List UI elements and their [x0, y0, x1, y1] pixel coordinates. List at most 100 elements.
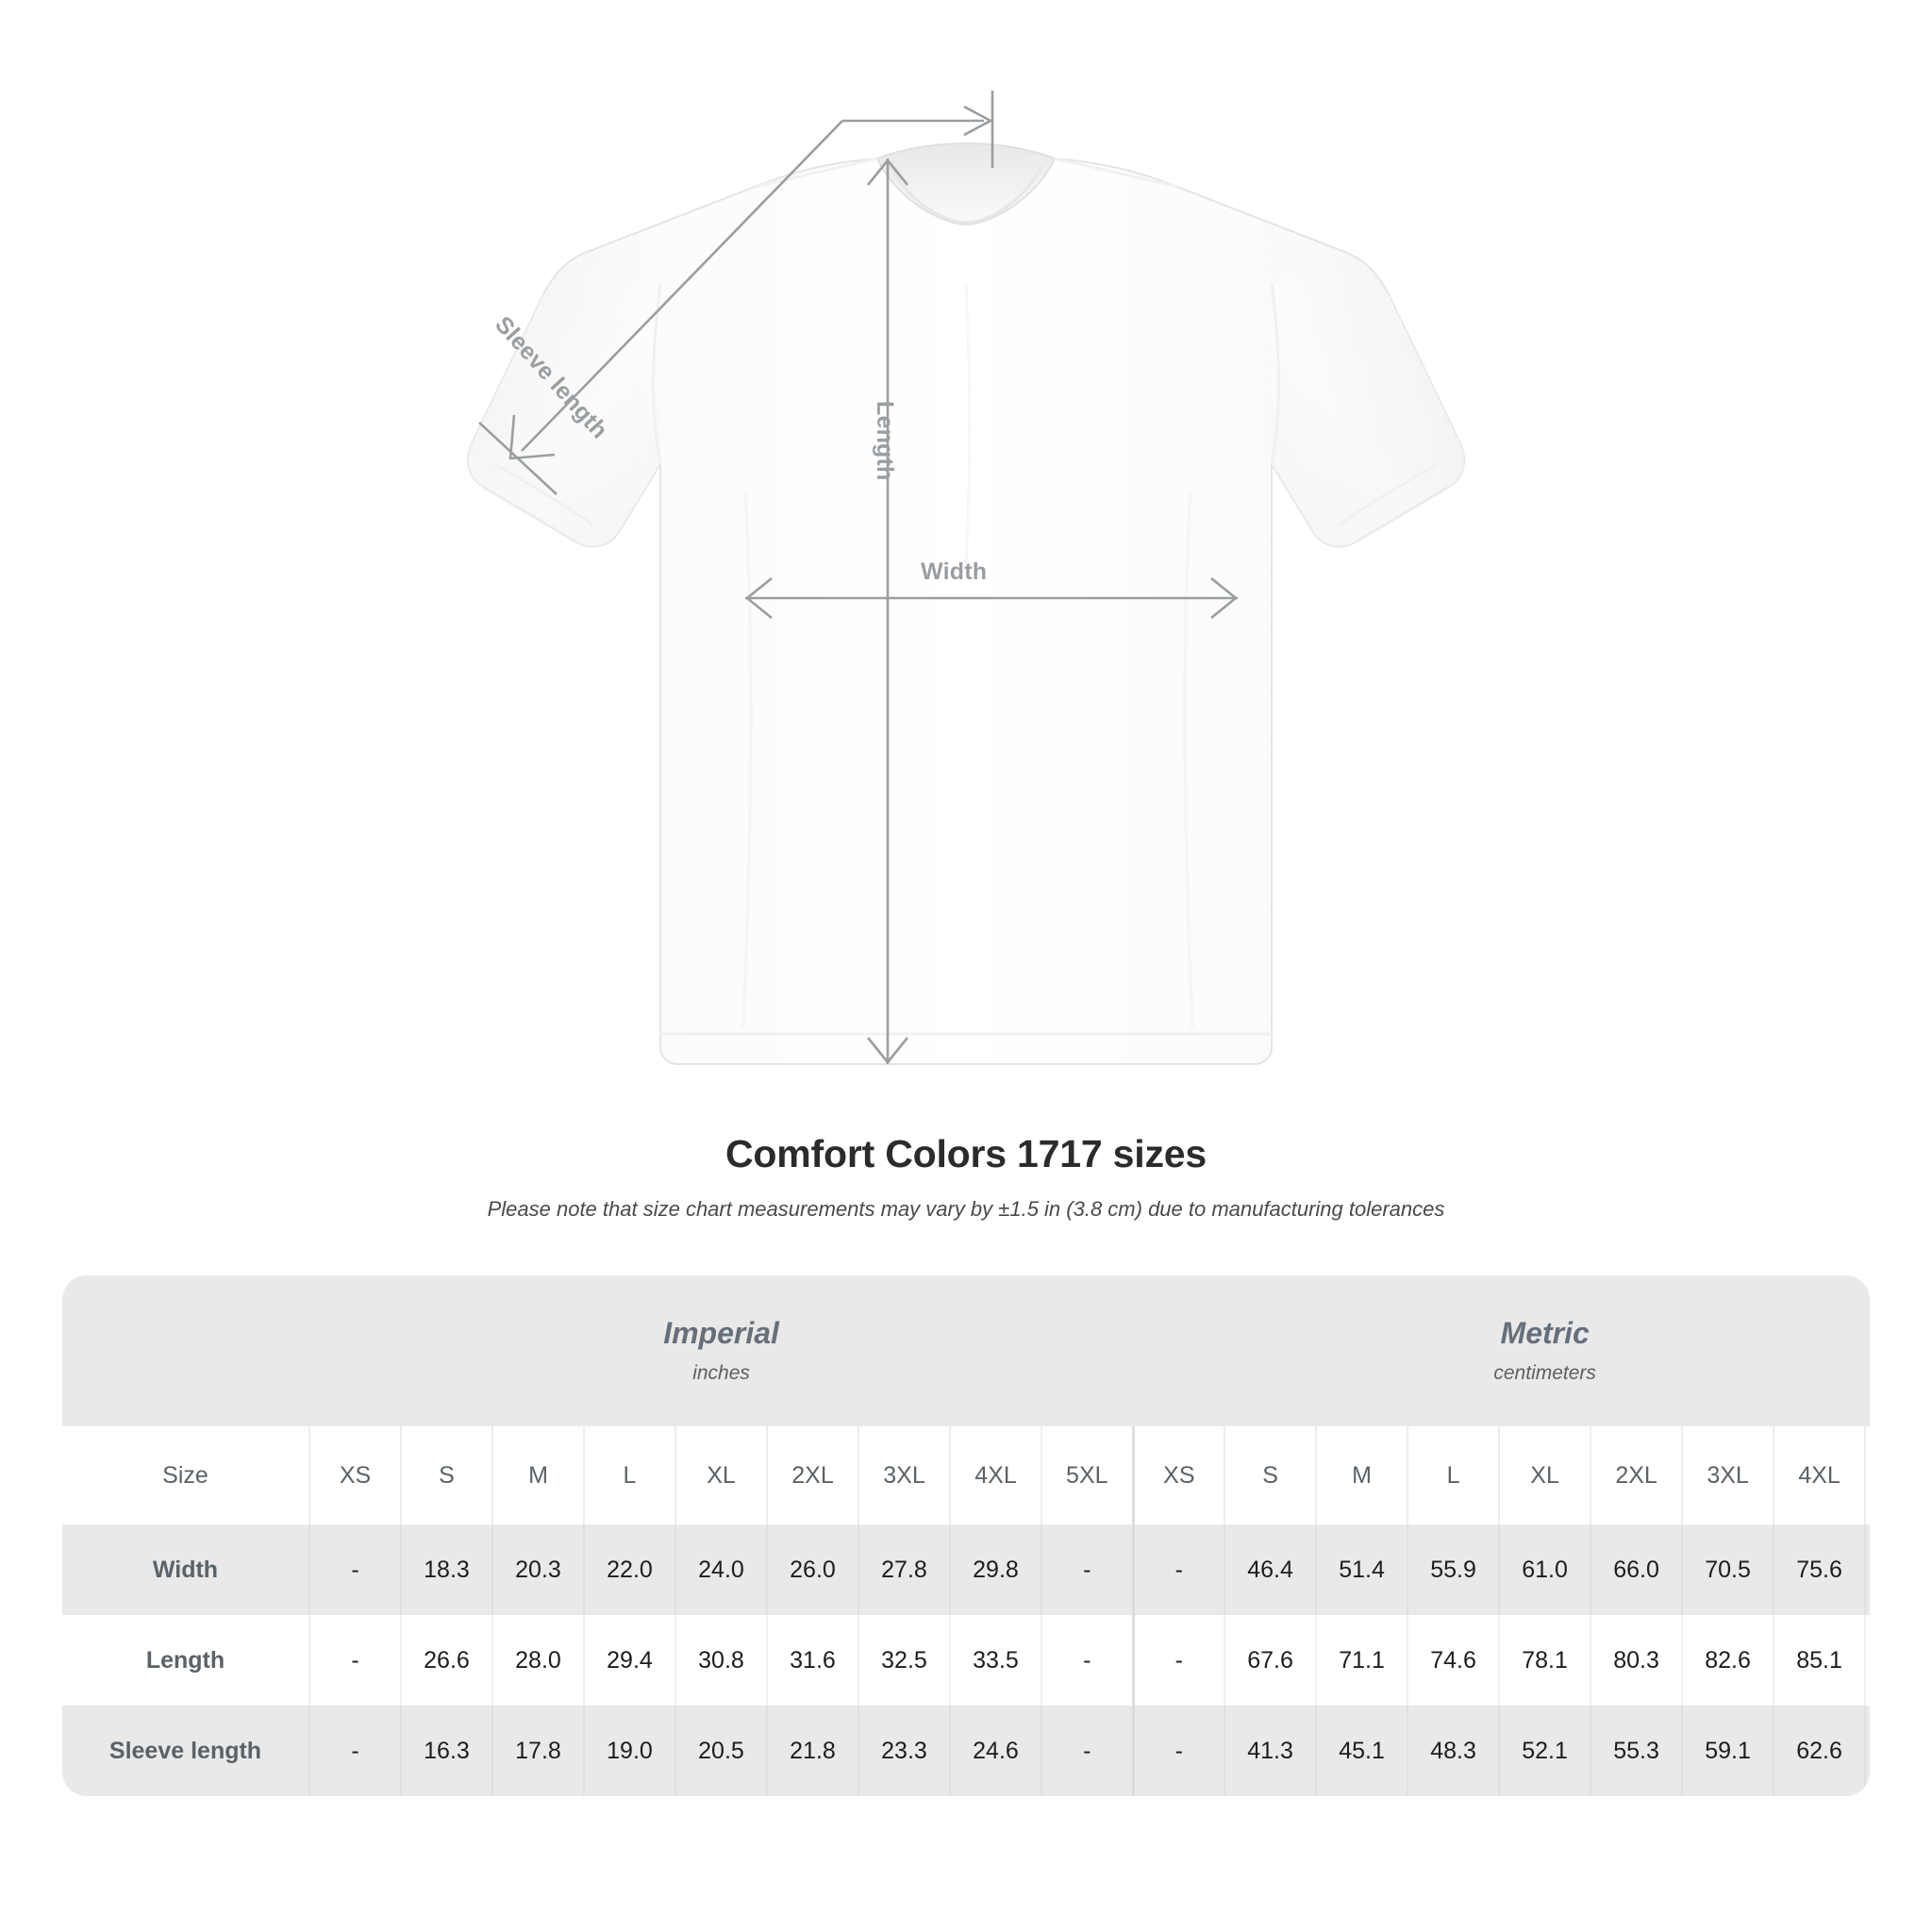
cell-sleeve-metric-xl: 52.1: [1498, 1706, 1591, 1796]
column-header-metric-5xl: 5XL: [1864, 1426, 1870, 1524]
column-header-imperial-s: S: [400, 1426, 492, 1524]
cell-length-imperial-5xl: -: [1040, 1615, 1134, 1706]
column-header-imperial-xs: XS: [308, 1426, 401, 1524]
cell-sleeve-metric-xs: -: [1131, 1706, 1225, 1796]
cell-sleeve-metric-2xl: 55.3: [1590, 1706, 1683, 1796]
cell-length-metric-s: 67.6: [1224, 1615, 1317, 1706]
sleeve-end-tick: [478, 422, 558, 495]
cell-width-imperial-3xl: 27.8: [858, 1524, 950, 1615]
title-block: Comfort Colors 1717 sizes Please note th…: [0, 1132, 1932, 1222]
table-row-width: Width - 18.3 20.3 22.0 24.0 26.0 27.8 29…: [62, 1524, 1870, 1615]
cell-sleeve-imperial-5xl: -: [1040, 1706, 1134, 1796]
cell-length-imperial-l: 29.4: [583, 1615, 675, 1706]
page-subtitle: Please note that size chart measurements…: [487, 1197, 1445, 1221]
unit-imperial-name: Imperial: [663, 1316, 779, 1351]
cell-length-metric-l: 74.6: [1407, 1615, 1500, 1706]
cell-length-imperial-3xl: 32.5: [858, 1615, 950, 1706]
column-header-size: Size: [62, 1426, 309, 1524]
cell-sleeve-imperial-xl: 20.5: [675, 1706, 767, 1796]
unit-spacer-cell: [62, 1275, 309, 1426]
cell-sleeve-imperial-xs: -: [308, 1706, 401, 1796]
column-header-imperial-xl: XL: [675, 1426, 767, 1524]
column-header-metric-2xl: 2XL: [1590, 1426, 1683, 1524]
row-label-length: Length: [62, 1615, 309, 1706]
cell-length-metric-xs: -: [1131, 1615, 1225, 1706]
cell-sleeve-imperial-s: 16.3: [400, 1706, 492, 1796]
cell-width-imperial-xl: 24.0: [675, 1524, 767, 1615]
cell-sleeve-metric-4xl: 62.6: [1773, 1706, 1866, 1796]
cell-width-imperial-l: 22.0: [583, 1524, 675, 1615]
cell-sleeve-metric-m: 45.1: [1315, 1706, 1408, 1796]
cell-width-metric-2xl: 66.0: [1590, 1524, 1683, 1615]
column-header-metric-s: S: [1224, 1426, 1317, 1524]
cell-width-metric-s: 46.4: [1224, 1524, 1317, 1615]
cell-sleeve-imperial-4xl: 24.6: [949, 1706, 1041, 1796]
cell-sleeve-metric-l: 48.3: [1407, 1706, 1500, 1796]
column-header-imperial-3xl: 3XL: [858, 1426, 950, 1524]
cell-sleeve-metric-s: 41.3: [1224, 1706, 1317, 1796]
column-header-imperial-l: L: [583, 1426, 675, 1524]
cell-length-imperial-xl: 30.8: [675, 1615, 767, 1706]
cell-width-metric-l: 55.9: [1407, 1524, 1500, 1615]
sleeve-diagonal-line: [521, 120, 843, 452]
cell-length-metric-4xl: 85.1: [1773, 1615, 1866, 1706]
cell-sleeve-metric-3xl: 59.1: [1681, 1706, 1774, 1796]
size-table: Imperial inches Metric centimeters Size …: [62, 1275, 1870, 1796]
cell-width-imperial-m: 20.3: [491, 1524, 584, 1615]
cell-width-metric-5xl: -: [1864, 1524, 1870, 1615]
cell-sleeve-metric-5xl: -: [1864, 1706, 1870, 1796]
cell-length-metric-m: 71.1: [1315, 1615, 1408, 1706]
column-header-metric-m: M: [1315, 1426, 1408, 1524]
cell-sleeve-imperial-2xl: 21.8: [766, 1706, 858, 1796]
unit-metric-name: Metric: [1500, 1316, 1590, 1351]
cell-length-metric-2xl: 80.3: [1590, 1615, 1683, 1706]
table-row-sleeve-length: Sleeve length - 16.3 17.8 19.0 20.5 21.8…: [62, 1706, 1870, 1796]
table-row-length: Length - 26.6 28.0 29.4 30.8 31.6 32.5 3…: [62, 1615, 1870, 1706]
cell-width-imperial-xs: -: [308, 1524, 401, 1615]
cell-length-metric-xl: 78.1: [1498, 1615, 1591, 1706]
cell-width-metric-m: 51.4: [1315, 1524, 1408, 1615]
column-header-imperial-5xl: 5XL: [1040, 1426, 1134, 1524]
cell-length-imperial-m: 28.0: [491, 1615, 584, 1706]
tshirt-illustration: [467, 142, 1465, 1065]
cell-width-metric-3xl: 70.5: [1681, 1524, 1774, 1615]
cell-width-imperial-2xl: 26.0: [766, 1524, 858, 1615]
cell-width-imperial-s: 18.3: [400, 1524, 492, 1615]
unit-metric-cell: Metric centimeters: [1133, 1275, 1870, 1426]
tshirt-diagram: Sleeve length Length Width: [467, 91, 1465, 1065]
unit-header-row: Imperial inches Metric centimeters: [62, 1275, 1870, 1426]
column-header-imperial-m: M: [491, 1426, 584, 1524]
page-title: Comfort Colors 1717 sizes: [725, 1132, 1207, 1175]
row-label-width: Width: [62, 1524, 309, 1615]
column-header-metric-4xl: 4XL: [1773, 1426, 1866, 1524]
column-header-imperial-2xl: 2XL: [766, 1426, 858, 1524]
unit-imperial-cell: Imperial inches: [309, 1275, 1134, 1426]
row-label-sleeve-length: Sleeve length: [62, 1706, 309, 1796]
size-header-row: Size XS S M L XL 2XL 3XL 4XL 5XL XS S M …: [62, 1426, 1870, 1524]
cell-sleeve-imperial-l: 19.0: [583, 1706, 675, 1796]
unit-metric-sub: centimeters: [1493, 1361, 1596, 1384]
unit-imperial-sub: inches: [692, 1361, 750, 1384]
width-label: Width: [921, 558, 988, 585]
cell-length-imperial-xs: -: [308, 1615, 401, 1706]
column-header-imperial-4xl: 4XL: [949, 1426, 1041, 1524]
column-header-metric-l: L: [1407, 1426, 1500, 1524]
cell-width-metric-4xl: 75.6: [1773, 1524, 1866, 1615]
cell-length-imperial-2xl: 31.6: [766, 1615, 858, 1706]
cell-length-metric-5xl: -: [1864, 1615, 1870, 1706]
cell-width-imperial-5xl: -: [1040, 1524, 1134, 1615]
size-table-container: Imperial inches Metric centimeters Size …: [62, 1275, 1870, 1796]
column-header-metric-3xl: 3XL: [1681, 1426, 1774, 1524]
cell-length-imperial-s: 26.6: [400, 1615, 492, 1706]
cell-width-metric-xl: 61.0: [1498, 1524, 1591, 1615]
cell-sleeve-imperial-3xl: 23.3: [858, 1706, 950, 1796]
cell-width-imperial-4xl: 29.8: [949, 1524, 1041, 1615]
column-header-metric-xs: XS: [1131, 1426, 1225, 1524]
length-label: Length: [872, 401, 898, 481]
cell-sleeve-imperial-m: 17.8: [491, 1706, 584, 1796]
cell-length-imperial-4xl: 33.5: [949, 1615, 1041, 1706]
cell-width-metric-xs: -: [1131, 1524, 1225, 1615]
cell-length-metric-3xl: 82.6: [1681, 1615, 1774, 1706]
column-header-metric-xl: XL: [1498, 1426, 1591, 1524]
